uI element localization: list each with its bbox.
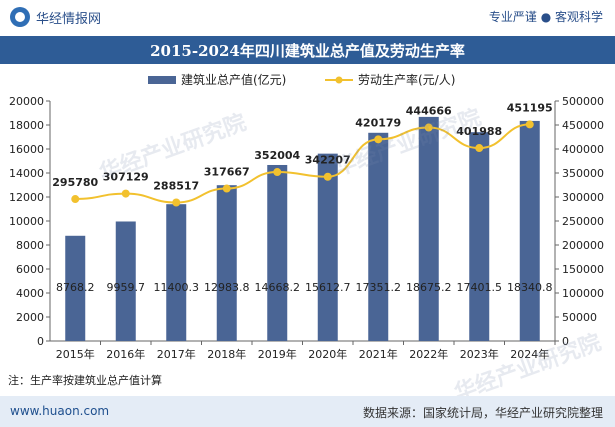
data-labels: 8768.2 9959.7 11400.3 12983.8 14668.2 15612.7… [52, 101, 552, 294]
y-left-tick-label: 16000 [9, 143, 44, 156]
line-point [525, 120, 534, 129]
footer-bar: www.huaon.com 数据来源：国家统计局，华经产业研究院整理 [0, 396, 615, 427]
line-value-label: 352004 [254, 149, 300, 162]
line-point [374, 135, 383, 144]
legend-label-line: 劳动生产率(元/人) [358, 72, 455, 87]
y-left-tick-label: 14000 [9, 167, 44, 180]
bar [65, 235, 86, 341]
line-point [121, 189, 130, 198]
y-left-tick-label: 4000 [16, 287, 44, 300]
chart: 建筑业总产值(亿元) 劳动生产率(元/人) 0 2000 4000 6000 8000 10… [9, 72, 604, 361]
chart-legend: 建筑业总产值(亿元) 劳动生产率(元/人) [148, 72, 455, 87]
y-left-tick-label: 0 [37, 335, 44, 348]
bar [267, 164, 288, 341]
bar [115, 221, 136, 341]
bar [317, 153, 338, 341]
bar-value-label: 14668.2 [255, 281, 301, 294]
line-value-label: 307129 [103, 171, 149, 184]
bar-value-label: 18340.8 [507, 281, 553, 294]
bar-value-label: 12983.8 [204, 281, 250, 294]
x-tick-label: 2023年 [460, 347, 499, 361]
line-value-label: 317667 [204, 166, 250, 179]
y-left-tick-label: 12000 [9, 191, 44, 204]
bar [166, 204, 187, 341]
y-right-tick-label: 150000 [562, 263, 604, 276]
series-line [75, 123, 530, 204]
line-value-label: 420179 [355, 116, 401, 129]
y-left-tick-label: 2000 [16, 311, 44, 324]
bar [469, 132, 490, 341]
chart-axes: 0 2000 4000 6000 8000 10000 12000 14000 16000 180… [9, 95, 604, 361]
brand-logo-icon [10, 7, 30, 27]
bar-value-label: 18675.2 [406, 281, 452, 294]
line-value-label: 444666 [406, 105, 452, 118]
line-value-label: 295780 [52, 176, 98, 189]
y-right-tick-label: 0 [562, 335, 569, 348]
line-point [71, 195, 80, 204]
y-right-tick-label: 450000 [562, 119, 604, 132]
bar-value-label: 17351.2 [356, 281, 402, 294]
y-right-tick-label: 250000 [562, 215, 604, 228]
y-right-tick-label: 300000 [562, 191, 604, 204]
bar [519, 120, 540, 341]
bar-value-label: 17401.5 [457, 281, 503, 294]
title-bar: 2015-2024年四川建筑业总产值及劳动生产率 [0, 36, 615, 64]
legend-label-bar: 建筑业总产值(亿元) [181, 72, 286, 87]
top-bar: 华经情报网 专业严谨 ● 客观科学 [0, 0, 615, 36]
bar-value-label: 11400.3 [154, 281, 200, 294]
y-left-tick-label: 6000 [16, 263, 44, 276]
y-right-tick-label: 200000 [562, 239, 604, 252]
legend-swatch-bar [148, 76, 176, 84]
bar [418, 116, 439, 341]
site-link[interactable]: www.huaon.com [10, 404, 110, 418]
y-left-tick-label: 8000 [16, 239, 44, 252]
y-right-tick-label: 50000 [562, 311, 597, 324]
legend-marker-line [335, 76, 343, 84]
brand-name[interactable]: 华经情报网 [36, 12, 102, 27]
bar [368, 132, 389, 341]
y-right-tick-label: 500000 [562, 95, 604, 108]
y-right-tick-label: 350000 [562, 167, 604, 180]
bar [216, 185, 237, 341]
x-tick-label: 2019年 [258, 347, 297, 361]
line-value-label: 451195 [507, 101, 553, 114]
bar-series [65, 116, 540, 341]
line-point [475, 144, 484, 153]
line-point [222, 184, 231, 193]
line-series [71, 120, 534, 207]
y-right-tick-label: 100000 [562, 287, 604, 300]
chart-title: 2015-2024年四川建筑业总产值及劳动生产率 [150, 42, 465, 60]
x-tick-label: 2020年 [308, 347, 347, 361]
line-value-label: 288517 [153, 180, 199, 193]
x-tick-label: 2015年 [56, 347, 95, 361]
y-left-tick-label: 18000 [9, 119, 44, 132]
bar-value-label: 8768.2 [56, 281, 95, 294]
line-value-label: 342207 [305, 154, 351, 167]
line-point [273, 168, 282, 177]
footnote: 注：生产率按建筑业总产值计算 [8, 374, 162, 387]
line-point [323, 172, 332, 181]
line-value-label: 401988 [456, 125, 502, 138]
x-tick-label: 2018年 [207, 347, 246, 361]
line-point [424, 123, 433, 132]
x-tick-label: 2016年 [106, 347, 145, 361]
bar-value-label: 15612.7 [305, 281, 351, 294]
slogan: 专业严谨 ● 客观科学 [488, 10, 603, 24]
y-left-tick-label: 10000 [9, 215, 44, 228]
data-source: 数据来源：国家统计局，华经产业研究院整理 [362, 406, 603, 420]
x-tick-label: 2017年 [157, 347, 196, 361]
x-tick-label: 2024年 [510, 347, 549, 361]
bar-value-label: 9959.7 [107, 281, 146, 294]
line-point [172, 198, 181, 207]
x-tick-label: 2021年 [359, 347, 398, 361]
x-tick-label: 2022年 [409, 347, 448, 361]
y-left-tick-label: 20000 [9, 95, 44, 108]
y-right-tick-label: 400000 [562, 143, 604, 156]
